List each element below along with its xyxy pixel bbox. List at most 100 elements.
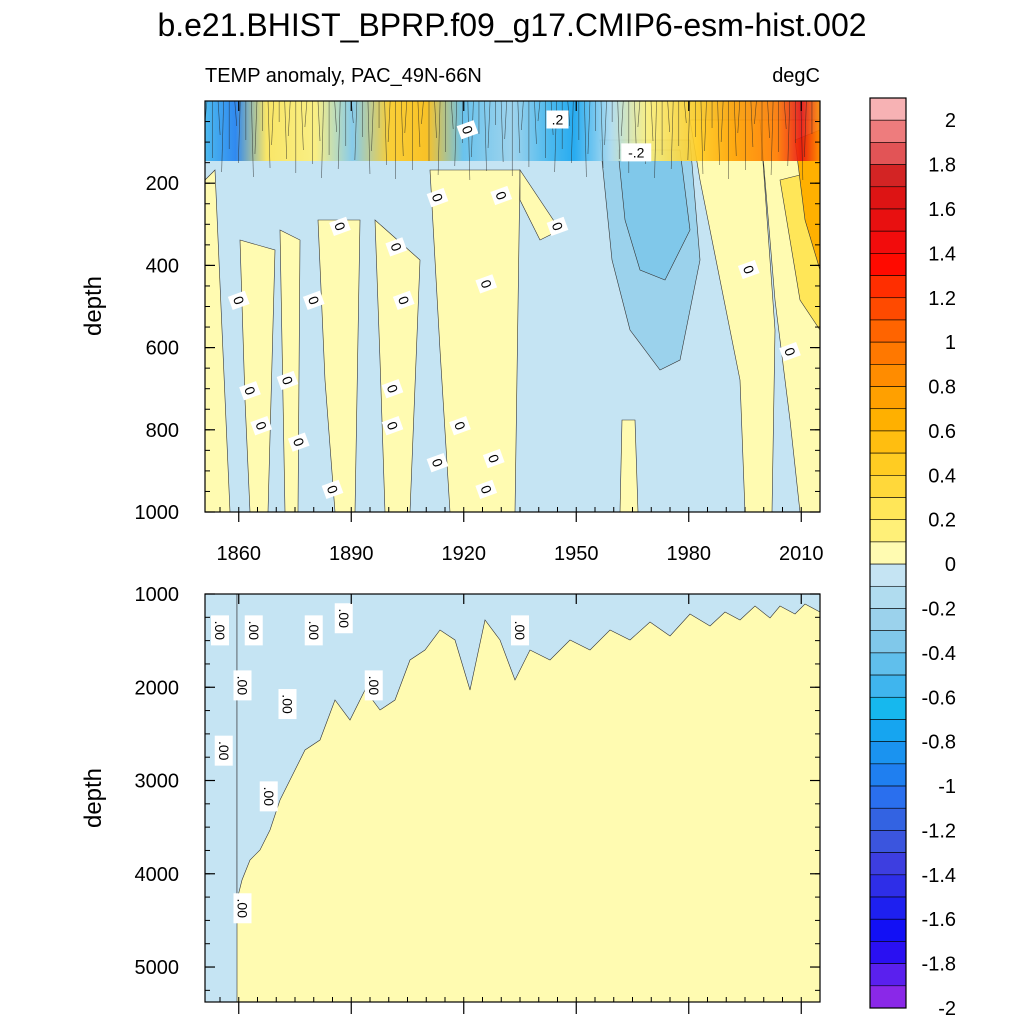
upper-surface-streaks [204, 100, 813, 181]
colorbar-label: -1.8 [922, 954, 956, 976]
surface-contour-line [500, 100, 504, 163]
surface-contour-line [754, 100, 757, 125]
surface-contour-line [584, 100, 587, 178]
colorbar-label: -1.6 [922, 909, 956, 931]
y-tick-label: 5000 [135, 957, 180, 979]
contour-label: 0 [385, 237, 408, 257]
surface-contour-line [687, 100, 691, 161]
colorbar-swatch [869, 297, 907, 321]
surface-contour-line [517, 100, 521, 154]
colorbar-swatch [869, 164, 907, 188]
contour-label-text: .00 [235, 676, 251, 696]
contour-label: 0 [239, 381, 261, 401]
surface-contour-line [750, 100, 754, 148]
surface-contour-line [537, 100, 541, 122]
colorbar-swatch [869, 896, 907, 920]
colorbar-swatch [869, 475, 907, 498]
colorbar-swatch [869, 563, 907, 587]
contour-label: 0 [475, 274, 498, 294]
contour-label-bg [426, 453, 449, 473]
surface-contour-line [417, 100, 421, 148]
surface-contour-line [367, 100, 371, 175]
colorbar-swatch [869, 941, 907, 964]
colorbar-swatch [869, 785, 907, 809]
surface-contour-line [600, 100, 604, 169]
contour-label-bg [278, 689, 297, 720]
surface-contour-line [487, 100, 491, 149]
contour-label-text: .2 [552, 111, 564, 127]
surface-contour-line [704, 100, 707, 152]
surface-contour-line [567, 100, 571, 127]
colorbar-label: -0.8 [922, 732, 956, 754]
contour-label-bg [381, 416, 404, 436]
colorbar-label: -2 [938, 998, 956, 1020]
surface-contour-line [284, 100, 287, 160]
contour-label: 0 [426, 187, 449, 208]
lower-panel: .00 .00 .00 .00 .00 .00 .00 .00 .00 .00 .00 1000 20… [80, 584, 821, 1014]
colorbar-label: -0.4 [922, 643, 956, 665]
colorbar-swatch [869, 874, 907, 898]
contour-label-bg [287, 432, 310, 452]
colorbar-swatch [869, 608, 907, 631]
colorbar-swatch [869, 830, 907, 853]
contour-label: 0 [482, 448, 505, 469]
surface-contour-line [337, 100, 341, 170]
colorbar-swatch [869, 97, 907, 121]
surface-contour-line [251, 100, 254, 178]
contour-label: .00 [233, 670, 252, 701]
contour-label-bg [211, 615, 229, 646]
colorbar-swatch [869, 186, 907, 210]
colorbar-swatch [869, 963, 907, 987]
surface-contour-line [504, 100, 507, 140]
colorbar-label: 1.8 [928, 155, 956, 177]
colorbar-swatch [869, 275, 907, 299]
colorbar-label: 1.6 [928, 199, 956, 221]
contour-label: 0 [381, 379, 404, 399]
surface-contour-line [354, 100, 358, 161]
contour-label-text: .00 [235, 899, 251, 919]
contour-label: 0 [490, 185, 513, 206]
subtitle-right: degC [772, 65, 820, 87]
surface-contour-line [650, 100, 654, 142]
surface-contour-line [334, 100, 337, 133]
contour-label-text: .00 [336, 609, 352, 629]
lower-x-ticks [219, 594, 821, 1014]
surface-contour-line [217, 100, 221, 136]
contour-label-bg [364, 670, 383, 701]
contour-label: -.2 [621, 143, 652, 162]
contour-label-text: .00 [280, 694, 296, 714]
contour-label: 0 [302, 290, 325, 310]
colorbar-frame [869, 97, 907, 1009]
surface-contour-line [434, 100, 437, 139]
contour-label-bg [392, 290, 415, 310]
surface-contour-line [654, 100, 657, 179]
colorbar-label: 1.2 [928, 288, 956, 310]
contour-label-text: .00 [216, 741, 232, 761]
colorbar-swatch [869, 452, 907, 476]
surface-contour-line [321, 100, 324, 179]
surface-contour-line [404, 100, 408, 134]
lower-contour-labels: .00 .00 .00 .00 .00 .00 .00 .00 .00 .00 .00 [211, 603, 529, 924]
colorbar-label: 0.8 [928, 377, 956, 399]
surface-contour-line [587, 100, 591, 155]
colorbar-label: -1.2 [922, 820, 956, 842]
colorbar-swatch [869, 230, 907, 254]
lower-y-axis-title: depth [80, 768, 107, 828]
surface-contour-line [720, 100, 724, 143]
colorbar-swatch [869, 674, 907, 698]
y-tick-label: 400 [146, 255, 179, 277]
surface-contour-line [254, 100, 258, 155]
y-tick-label: 200 [146, 173, 179, 195]
surface-contour-line [467, 100, 471, 181]
colorbar-label: -1.4 [922, 865, 956, 887]
upper-y-axis: 200 400 600 800 1000 [135, 100, 820, 524]
contour-label-text: .00 [512, 621, 528, 641]
contour-label: 0 [456, 120, 479, 140]
contour-label: .00 [304, 615, 323, 646]
contour-label: 0 [381, 416, 404, 436]
subtitle-left: TEMP anomaly, PAC_49N-66N [205, 65, 482, 87]
y-tick-label: 800 [146, 420, 179, 442]
x-tick-label: 1950 [554, 543, 599, 565]
y-tick-label: 3000 [135, 771, 180, 793]
contour-label: 0 [475, 479, 498, 500]
